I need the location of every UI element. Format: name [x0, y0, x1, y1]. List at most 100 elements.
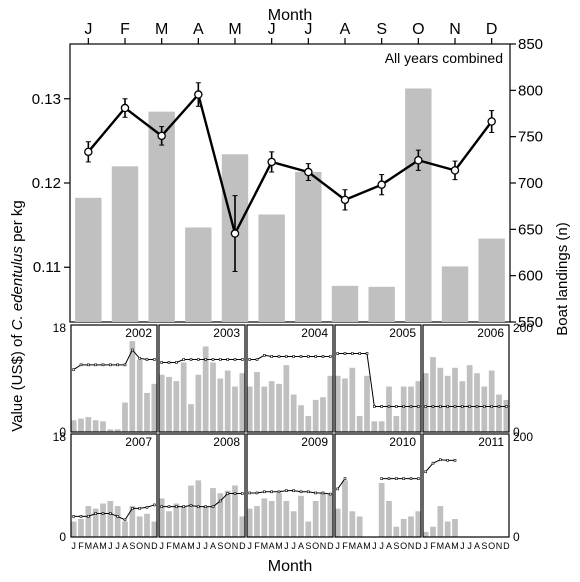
- main-bar: [75, 197, 102, 322]
- year-bar: [400, 386, 407, 432]
- year-point: [101, 512, 105, 515]
- year-bar: [158, 374, 165, 432]
- year-point: [160, 361, 163, 364]
- year-bar: [151, 521, 158, 537]
- year-bar: [188, 485, 194, 537]
- year-bar: [444, 521, 451, 537]
- year-bar: [386, 386, 392, 432]
- year-point: [153, 358, 156, 361]
- year-point: [241, 492, 244, 495]
- year-point: [219, 499, 222, 503]
- month-tick-label: M: [437, 541, 445, 551]
- main-point: [84, 147, 93, 157]
- month-tick-label: S: [305, 541, 311, 551]
- year-point: [365, 352, 369, 355]
- year-point: [395, 405, 398, 408]
- year-point: [461, 405, 464, 408]
- year-bar: [254, 506, 260, 537]
- year-bar: [78, 518, 84, 537]
- year-point: [182, 358, 185, 361]
- year-bar: [400, 518, 407, 537]
- year-bar: [466, 365, 473, 432]
- year-point: [314, 491, 317, 495]
- year-label: 2002: [125, 326, 152, 340]
- year-point: [72, 368, 75, 371]
- year-point: [167, 505, 171, 508]
- month-tick-label: M: [261, 541, 269, 551]
- year-bar: [305, 415, 312, 432]
- year-point: [255, 358, 259, 361]
- year-bar: [386, 500, 392, 537]
- year-panel: 2002: [70, 324, 158, 433]
- year-point: [424, 470, 427, 474]
- year-panel-frame: [334, 324, 422, 433]
- year-panel: 2006: [422, 324, 510, 433]
- top-month-label: S: [376, 21, 387, 38]
- year-bar: [136, 516, 143, 537]
- month-tick-label: F: [166, 541, 172, 551]
- month-tick-label: D: [415, 541, 422, 551]
- year-bar: [312, 399, 319, 432]
- year-panel-frame: [422, 433, 510, 538]
- year-bar: [173, 381, 180, 432]
- year-bar: [180, 362, 187, 432]
- top-month-label: J: [304, 21, 312, 38]
- top-month-label: O: [412, 21, 424, 38]
- month-tick-label: A: [122, 541, 128, 551]
- year-bar: [349, 367, 356, 432]
- year-bar: [320, 397, 326, 432]
- year-point: [285, 489, 288, 492]
- left-y-axis-label: Value (US$) of C. edentulus per kg: [9, 200, 26, 432]
- year-point: [116, 363, 119, 367]
- month-tick-label: J: [71, 541, 76, 551]
- year-panel: 2003: [158, 324, 246, 433]
- year-bar: [173, 503, 180, 537]
- month-tick-label: O: [136, 541, 143, 551]
- year-point: [145, 358, 149, 361]
- year-point: [402, 477, 405, 480]
- year-bar: [107, 500, 114, 537]
- year-point: [263, 354, 266, 357]
- year-point: [175, 361, 178, 364]
- small-left-tick-label: 18: [53, 430, 67, 444]
- year-bar: [474, 373, 480, 432]
- left-y-axis-label-part: C. edentulus: [9, 246, 26, 331]
- year-point: [204, 358, 207, 361]
- month-tick-label: F: [430, 541, 436, 551]
- year-point: [109, 512, 112, 515]
- year-bar: [334, 375, 341, 432]
- month-tick-label: O: [224, 541, 231, 551]
- year-point: [497, 405, 501, 408]
- main-point: [340, 195, 350, 205]
- year-point: [94, 363, 97, 367]
- month-tick-label: J: [467, 541, 472, 551]
- month-tick-label: S: [481, 541, 487, 551]
- month-tick-label: D: [327, 541, 334, 551]
- year-bar: [437, 367, 444, 432]
- year-bar: [430, 357, 436, 432]
- year-point: [145, 505, 149, 509]
- year-bar: [239, 516, 246, 537]
- year-point: [255, 491, 259, 495]
- right-y-axis-label: Boat landings (n): [554, 222, 571, 335]
- year-bar: [151, 383, 158, 432]
- year-point: [453, 459, 457, 462]
- main-point: [377, 180, 386, 189]
- month-tick-label: S: [217, 541, 223, 551]
- month-tick-label: J: [284, 541, 289, 551]
- year-point: [453, 405, 457, 408]
- month-tick-label: A: [269, 541, 275, 551]
- year-bar: [276, 383, 282, 432]
- year-point: [417, 405, 420, 408]
- year-bar: [283, 365, 290, 432]
- year-point: [109, 363, 112, 367]
- year-point: [336, 487, 339, 491]
- year-point: [197, 358, 200, 361]
- year-bar: [349, 511, 356, 537]
- year-bar: [144, 392, 150, 432]
- year-bar: [239, 373, 246, 432]
- month-tick-label: M: [451, 541, 459, 551]
- month-tick-label: M: [275, 541, 283, 551]
- year-bar: [298, 495, 304, 537]
- main-bar: [405, 88, 432, 322]
